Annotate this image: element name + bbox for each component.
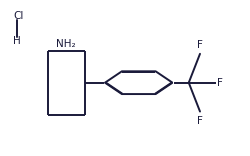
Text: NH₂: NH₂: [56, 39, 76, 49]
Text: F: F: [196, 116, 202, 126]
Text: F: F: [218, 78, 224, 88]
Text: Cl: Cl: [13, 11, 24, 21]
Text: H: H: [13, 36, 21, 46]
Text: F: F: [196, 40, 202, 50]
